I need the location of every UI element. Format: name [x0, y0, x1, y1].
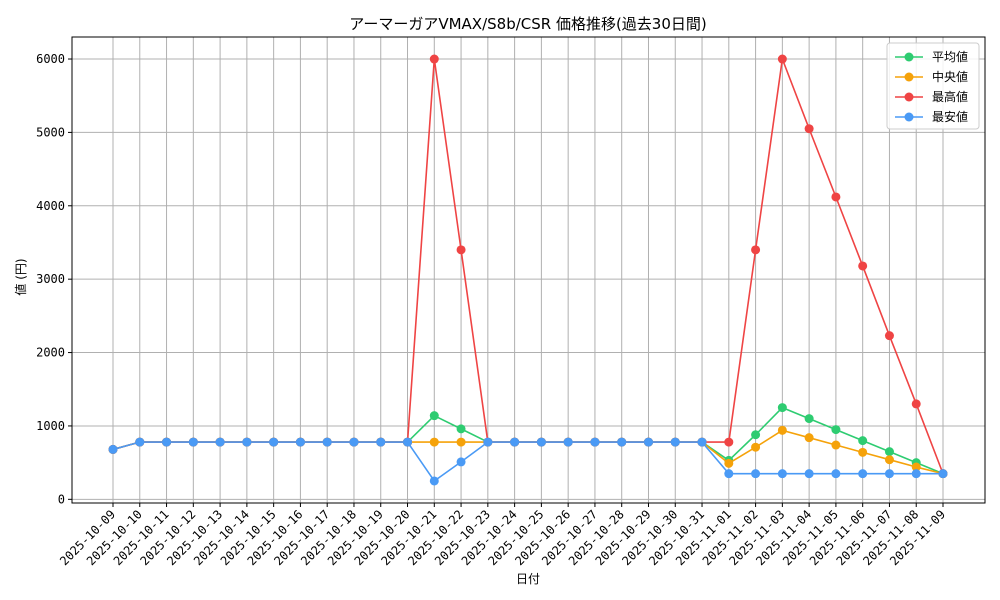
data-point: [188, 437, 198, 447]
y-tick-label: 5000: [36, 125, 65, 139]
data-point: [858, 261, 868, 271]
data-point: [162, 437, 172, 447]
data-point: [804, 124, 814, 134]
y-tick-label: 0: [58, 492, 65, 506]
data-point: [617, 437, 627, 447]
data-point: [724, 437, 734, 447]
data-point: [777, 425, 787, 435]
data-point: [751, 442, 761, 452]
data-point: [884, 331, 894, 341]
data-point: [563, 437, 573, 447]
data-point: [429, 437, 439, 447]
data-point: [751, 469, 761, 479]
legend-marker: [904, 112, 914, 122]
data-point: [804, 414, 814, 424]
legend-label: 最高値: [932, 89, 968, 104]
data-point: [322, 437, 332, 447]
series-最安値: [108, 437, 948, 486]
data-point: [269, 437, 279, 447]
data-point: [510, 437, 520, 447]
data-point: [670, 437, 680, 447]
data-point: [884, 455, 894, 465]
data-point: [349, 437, 359, 447]
series-line: [112, 58, 944, 474]
data-point: [858, 436, 868, 446]
legend-item: 中央値: [895, 69, 968, 84]
data-point: [884, 469, 894, 479]
data-point: [295, 437, 305, 447]
legend-label: 中央値: [932, 69, 968, 84]
legend-box: [886, 42, 980, 130]
data-point: [724, 458, 734, 468]
series-最高値: [108, 54, 948, 479]
data-point: [831, 192, 841, 202]
chart-title: アーマーガアVMAX/S8b/CSR 価格推移(過去30日間): [349, 15, 707, 33]
data-point: [376, 437, 386, 447]
data-point: [831, 425, 841, 435]
data-point: [456, 457, 466, 467]
data-point: [697, 437, 707, 447]
data-point: [429, 476, 439, 486]
data-point: [429, 411, 439, 421]
data-point: [456, 424, 466, 434]
data-point: [804, 469, 814, 479]
legend-marker: [904, 52, 914, 62]
data-point: [884, 447, 894, 457]
data-point: [215, 437, 225, 447]
legend-label: 平均値: [932, 49, 968, 64]
legend-label: 最安値: [932, 109, 968, 124]
y-axis-title: 値 (円): [13, 258, 28, 295]
y-tick-label: 3000: [36, 272, 65, 286]
data-point: [751, 430, 761, 440]
data-point: [777, 469, 787, 479]
data-point: [751, 245, 761, 255]
series-中央値: [108, 425, 948, 479]
data-point: [858, 447, 868, 457]
plot-frame: [71, 36, 986, 504]
x-axis-title: 日付: [516, 572, 540, 586]
data-point: [804, 433, 814, 443]
legend-marker: [904, 92, 914, 102]
data-point: [483, 437, 493, 447]
data-point: [911, 399, 921, 409]
data-point: [911, 462, 921, 472]
series-layer: [108, 54, 948, 486]
y-tick-label: 1000: [36, 419, 65, 433]
data-point: [643, 437, 653, 447]
data-point: [536, 437, 546, 447]
series-line: [112, 429, 944, 475]
grid: [72, 37, 985, 503]
series-line: [112, 441, 943, 482]
y-tick-label: 2000: [36, 346, 65, 360]
data-point: [108, 444, 118, 454]
data-point: [456, 437, 466, 447]
legend-marker: [904, 72, 914, 82]
legend-item: 最高値: [895, 89, 968, 104]
data-point: [938, 469, 948, 479]
data-point: [777, 403, 787, 413]
legend-item: 平均値: [895, 49, 968, 64]
y-tick-label: 6000: [36, 52, 65, 66]
data-point: [831, 469, 841, 479]
y-tick-label: 4000: [36, 199, 65, 213]
data-point: [135, 437, 145, 447]
data-point: [777, 54, 787, 64]
data-point: [429, 54, 439, 64]
legend-item: 最安値: [895, 109, 968, 124]
data-point: [242, 437, 252, 447]
data-point: [724, 469, 734, 479]
data-point: [590, 437, 600, 447]
data-point: [831, 440, 841, 450]
data-point: [858, 469, 868, 479]
data-point: [911, 469, 921, 479]
axes: 01000200030004000500060002025-10-092025-…: [36, 36, 986, 568]
data-point: [403, 437, 413, 447]
data-point: [456, 245, 466, 255]
